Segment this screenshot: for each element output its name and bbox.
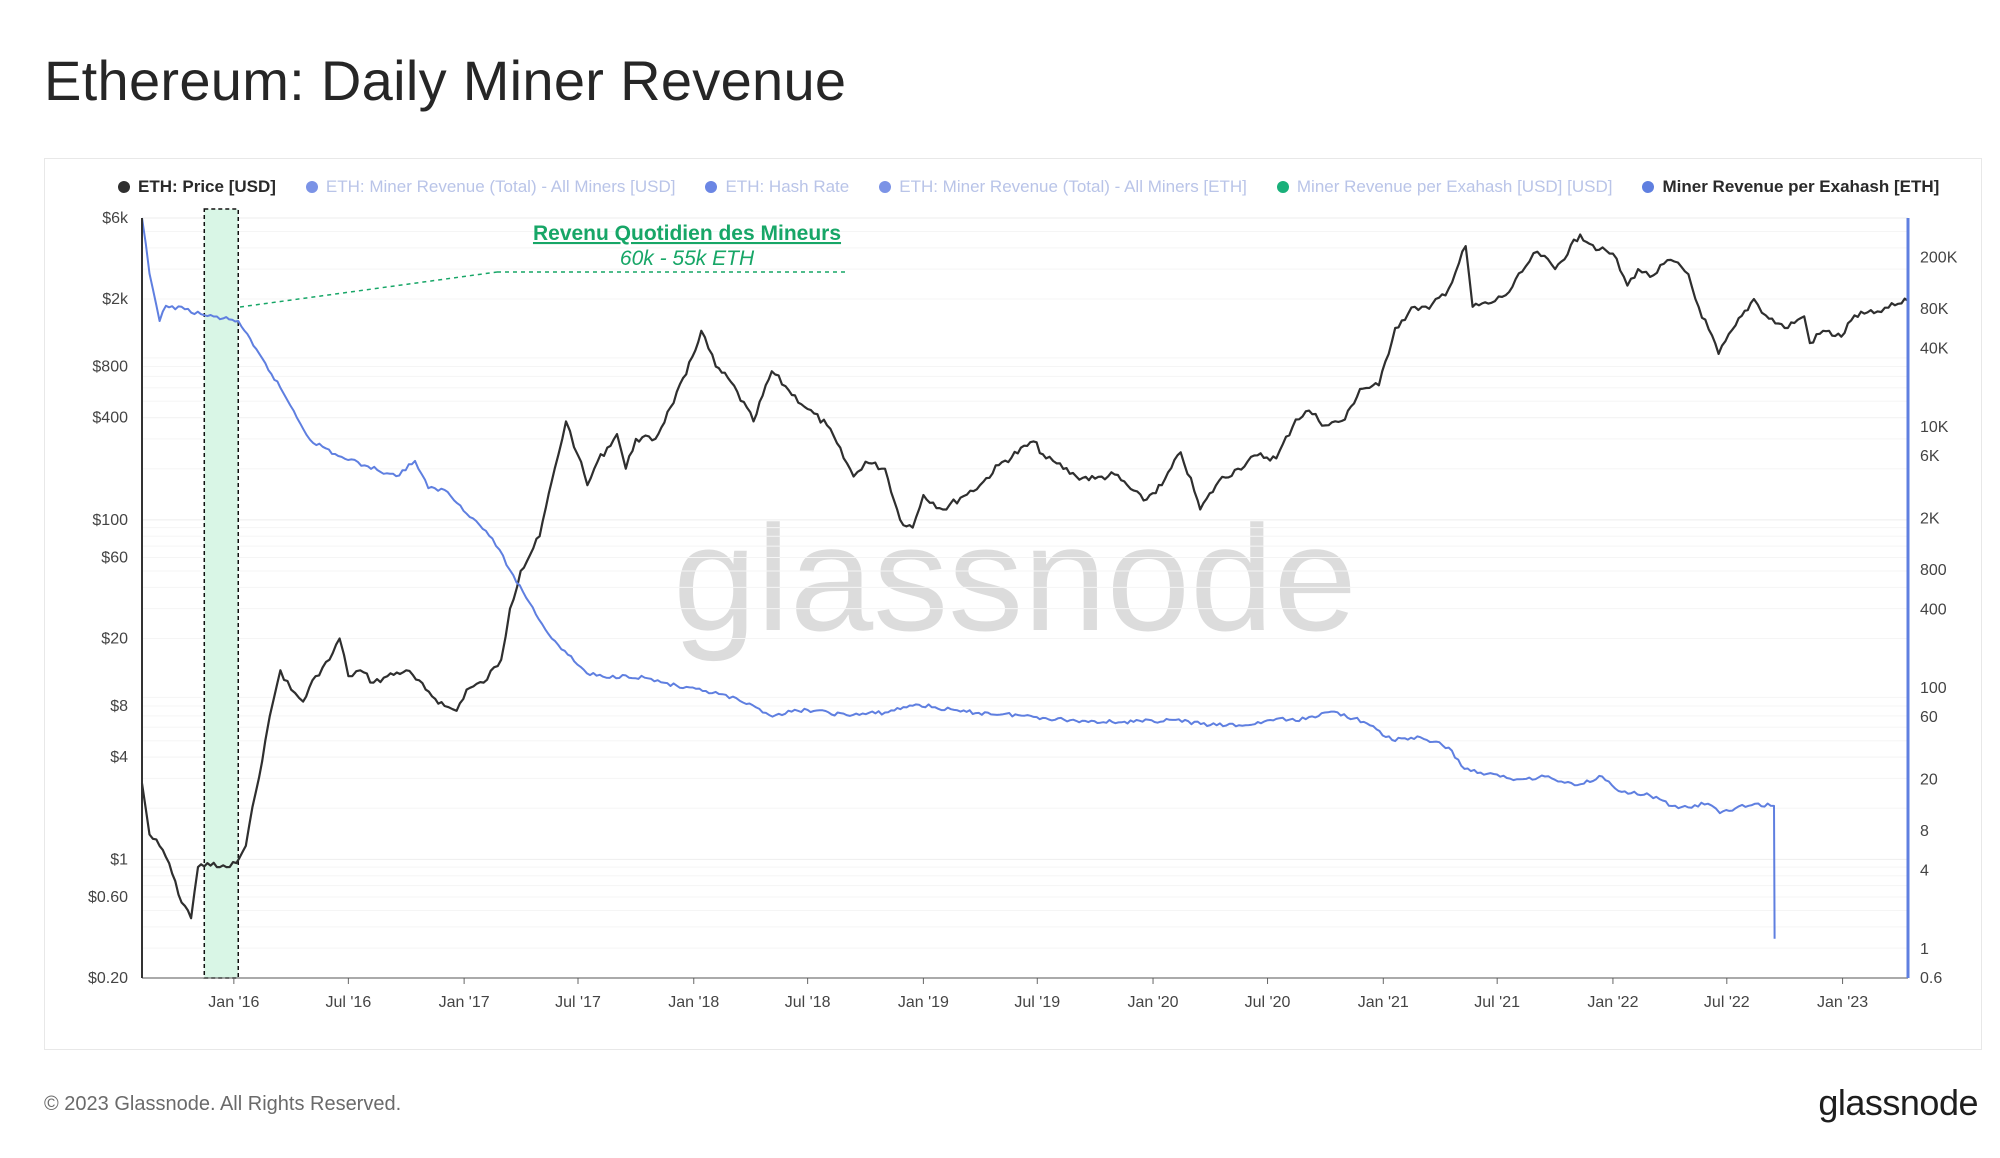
- legend-item[interactable]: ETH: Hash Rate: [705, 177, 849, 197]
- page-title: Ethereum: Daily Miner Revenue: [44, 49, 847, 112]
- footer-logo: glassnode: [1818, 1082, 1978, 1123]
- legend-item[interactable]: Miner Revenue per Exahash [ETH]: [1642, 177, 1939, 197]
- legend-item[interactable]: ETH: Price [USD]: [118, 177, 276, 197]
- chart-legend: ETH: Price [USD] ETH: Miner Revenue (Tota…: [118, 177, 1939, 197]
- legend-label: ETH: Miner Revenue (Total) - All Miners …: [899, 177, 1247, 196]
- legend-label: Miner Revenue per Exahash [USD] [USD]: [1296, 177, 1613, 196]
- legend-dot-icon: [879, 181, 892, 193]
- legend-dot-icon: [1276, 181, 1289, 193]
- legend-label: Miner Revenue per Exahash [ETH]: [1662, 177, 1940, 196]
- legend-item[interactable]: ETH: Miner Revenue (Total) - All Miners …: [305, 177, 676, 197]
- legend-dot-icon: [118, 181, 130, 193]
- legend-item[interactable]: ETH: Miner Revenue (Total) - All Miners …: [879, 177, 1247, 197]
- legend-dot-icon: [305, 181, 318, 193]
- chart-frame: [44, 158, 1982, 1050]
- legend-label: ETH: Price [USD]: [138, 177, 276, 196]
- legend-label: ETH: Hash Rate: [725, 177, 850, 196]
- legend-item[interactable]: Miner Revenue per Exahash [USD] [USD]: [1276, 177, 1613, 197]
- legend-dot-icon: [705, 181, 718, 193]
- legend-label: ETH: Miner Revenue (Total) - All Miners …: [325, 177, 676, 196]
- footer-copyright: © 2023 Glassnode. All Rights Reserved.: [44, 1093, 402, 1115]
- legend-dot-icon: [1642, 181, 1655, 193]
